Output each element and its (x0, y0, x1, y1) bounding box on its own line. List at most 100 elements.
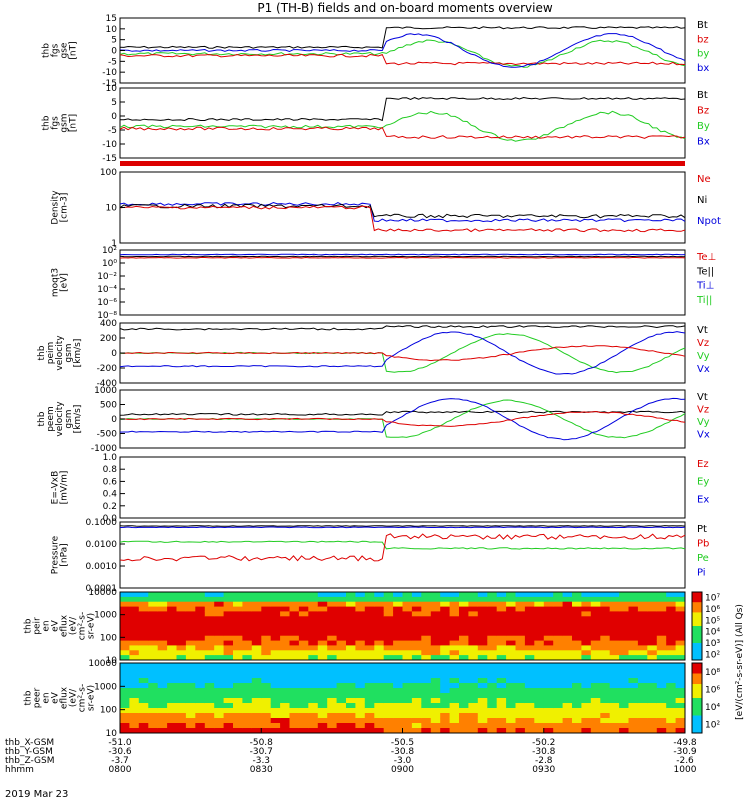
heatmap-cell (666, 601, 676, 607)
heatmap-cell (430, 713, 441, 719)
heatmap-cell (223, 616, 234, 622)
heatmap-cell (590, 688, 601, 694)
colorbar-cell (692, 629, 702, 632)
heatmap-cell (581, 723, 592, 729)
heatmap-cell (280, 718, 290, 724)
heatmap-cell (600, 683, 611, 689)
heatmap-cell (336, 626, 347, 632)
heatmap-cell (223, 630, 234, 637)
heatmap-cell (581, 611, 592, 617)
heatmap-cell (261, 673, 272, 679)
y-tick-label: 0.0001 (86, 584, 118, 594)
heatmap-cell (308, 635, 319, 641)
heatmap-cell (176, 606, 187, 612)
heatmap-cell (280, 640, 290, 646)
heatmap-cell (609, 668, 620, 674)
heatmap-cell (637, 698, 648, 704)
heatmap-cell (280, 693, 290, 699)
heatmap-cell (675, 708, 686, 714)
heatmap-cell (543, 713, 554, 719)
heatmap-cell (355, 723, 366, 729)
heatmap-cell (223, 688, 234, 694)
heatmap-cell (619, 635, 629, 641)
heatmap-cell (628, 713, 639, 719)
heatmap-cell (355, 728, 366, 734)
heatmap-cell (157, 708, 168, 714)
heatmap-cell (261, 596, 272, 603)
x-row-label: thb_Y-GSM (5, 747, 53, 757)
heatmap-cell (157, 611, 168, 617)
heatmap-cell (138, 640, 149, 646)
y-label-line: fgs (51, 116, 61, 130)
heatmap-cell (553, 723, 563, 729)
heatmap-cell (233, 663, 243, 669)
heatmap-cell (628, 683, 639, 689)
heatmap-cell (280, 645, 290, 651)
heatmap-cell (675, 601, 686, 607)
heatmap-cell (336, 708, 347, 714)
heatmap-cell (619, 596, 629, 603)
heatmap-cell (157, 688, 168, 694)
heatmap-cell (308, 668, 319, 674)
heatmap-cell (600, 698, 611, 704)
heatmap-cell (393, 683, 403, 689)
heatmap-cell (223, 668, 234, 674)
heatmap-cell (440, 728, 450, 734)
heatmap-cell (430, 683, 441, 689)
heatmap-cell (233, 678, 243, 684)
legend-entry: Ni (697, 195, 707, 206)
heatmap-cell (393, 621, 403, 627)
heatmap-cell (600, 616, 611, 622)
heatmap-cell (609, 678, 620, 684)
heatmap-cell (233, 592, 243, 598)
heatmap-cell (298, 663, 309, 669)
x-row-label: thb_X-GSM (5, 738, 54, 748)
x-tick-label: -30.8 (532, 747, 556, 757)
heatmap-cell (477, 698, 488, 704)
heatmap-cell (619, 601, 629, 607)
heatmap-cell (129, 688, 140, 694)
heatmap-cell (430, 650, 441, 656)
heatmap-cell (355, 630, 366, 637)
heatmap-cell (214, 606, 224, 612)
heatmap-cell (600, 626, 611, 632)
heatmap-cell (572, 723, 582, 729)
heatmap-cell (515, 601, 526, 607)
heatmap-cell (251, 645, 262, 651)
heatmap-cell (647, 698, 658, 704)
heatmap-cell (383, 713, 394, 719)
heatmap-cell (138, 688, 149, 694)
heatmap-cell (562, 650, 573, 656)
colorbar-cell (692, 656, 702, 659)
trace-pb (119, 533, 686, 562)
heatmap-cell (534, 630, 545, 637)
heatmap-cell (459, 601, 469, 607)
heatmap-cell (637, 673, 648, 679)
heatmap-cell (628, 640, 639, 646)
heatmap-cell (223, 723, 234, 729)
heatmap-cell (308, 645, 319, 651)
heatmap-cell (430, 723, 441, 729)
y-label-line: thb (24, 618, 34, 633)
heatmap-cell (157, 673, 168, 679)
heatmap-cell (289, 703, 300, 709)
y-label-line: peir (33, 617, 43, 635)
y-tick-label: -200 (97, 364, 118, 374)
y-axis-label: thb peer en eV eflux (eV/cm²-s-sr-eV) (24, 684, 97, 713)
heatmap-cell (675, 673, 686, 679)
heatmap-cell (355, 713, 366, 719)
heatmap-cell (393, 592, 403, 598)
heatmap-cell (581, 718, 592, 724)
heatmap-cell (214, 626, 224, 632)
x-tick-label: 0830 (250, 765, 273, 775)
heatmap-cell (157, 592, 168, 598)
heatmap-cell (411, 611, 422, 617)
heatmap-cell (346, 635, 356, 641)
heatmap-cell (176, 635, 187, 641)
heatmap-cell (185, 703, 196, 709)
y-tick-label: 0.0 (103, 514, 118, 524)
heatmap-cell (543, 678, 554, 684)
heatmap-cell (167, 703, 177, 709)
heatmap-cell (524, 708, 535, 714)
heatmap-cell (167, 713, 177, 719)
